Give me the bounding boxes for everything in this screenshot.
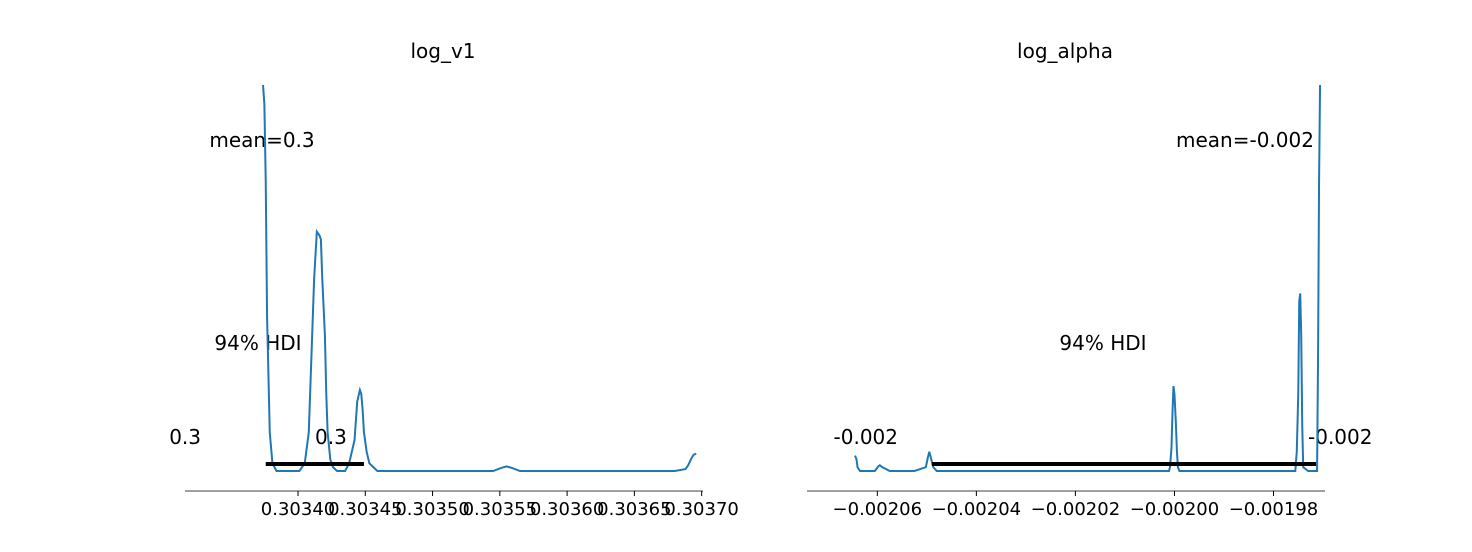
x-tick-label: −0.00204	[932, 499, 1022, 520]
density-curves	[262, 84, 697, 472]
x-tick-label: 0.30345	[328, 499, 402, 520]
x-tick-label: −0.00200	[1130, 499, 1220, 520]
x-tick-label: 0.30340	[261, 499, 335, 520]
x-ticks: −0.00206 −0.00204 −0.00202 −0.00200 −0.00198	[833, 491, 1319, 520]
x-tick-label: 0.30355	[463, 499, 537, 520]
mean-label: mean=-0.002	[1176, 128, 1314, 152]
x-tick-label: 0.30370	[664, 499, 738, 520]
hdi-label: 94% HDI	[214, 331, 301, 355]
x-tick-label: −0.00198	[1229, 499, 1319, 520]
hdi-low-label: -0.002	[834, 425, 898, 449]
x-tick-label: 0.30350	[395, 499, 469, 520]
x-ticks: 0.303400.303450.303500.303550.303600.303…	[261, 491, 739, 520]
x-tick-label: −0.00206	[833, 499, 923, 520]
hdi-low-label: 0.3	[169, 425, 201, 449]
density-line	[262, 84, 697, 472]
x-tick-label: 0.30360	[530, 499, 604, 520]
x-tick-label: −0.00202	[1031, 499, 1121, 520]
density-line	[854, 84, 1322, 472]
mean-label: mean=0.3	[209, 128, 314, 152]
hdi-high-label: -0.002	[1308, 425, 1372, 449]
density-curves	[854, 84, 1322, 472]
x-tick-label: 0.30365	[597, 499, 671, 520]
panel-title: log_v1	[410, 39, 475, 63]
panel-title: log_alpha	[1017, 39, 1113, 63]
panel-log-v1: log_v1 mean=0.3 94% HDI 0.3 0.3 0.303400…	[169, 39, 739, 520]
hdi-high-label: 0.3	[315, 425, 347, 449]
hdi-label: 94% HDI	[1059, 331, 1146, 355]
panel-log-alpha: log_alpha mean=-0.002 94% HDI -0.002 -0.…	[807, 39, 1372, 520]
